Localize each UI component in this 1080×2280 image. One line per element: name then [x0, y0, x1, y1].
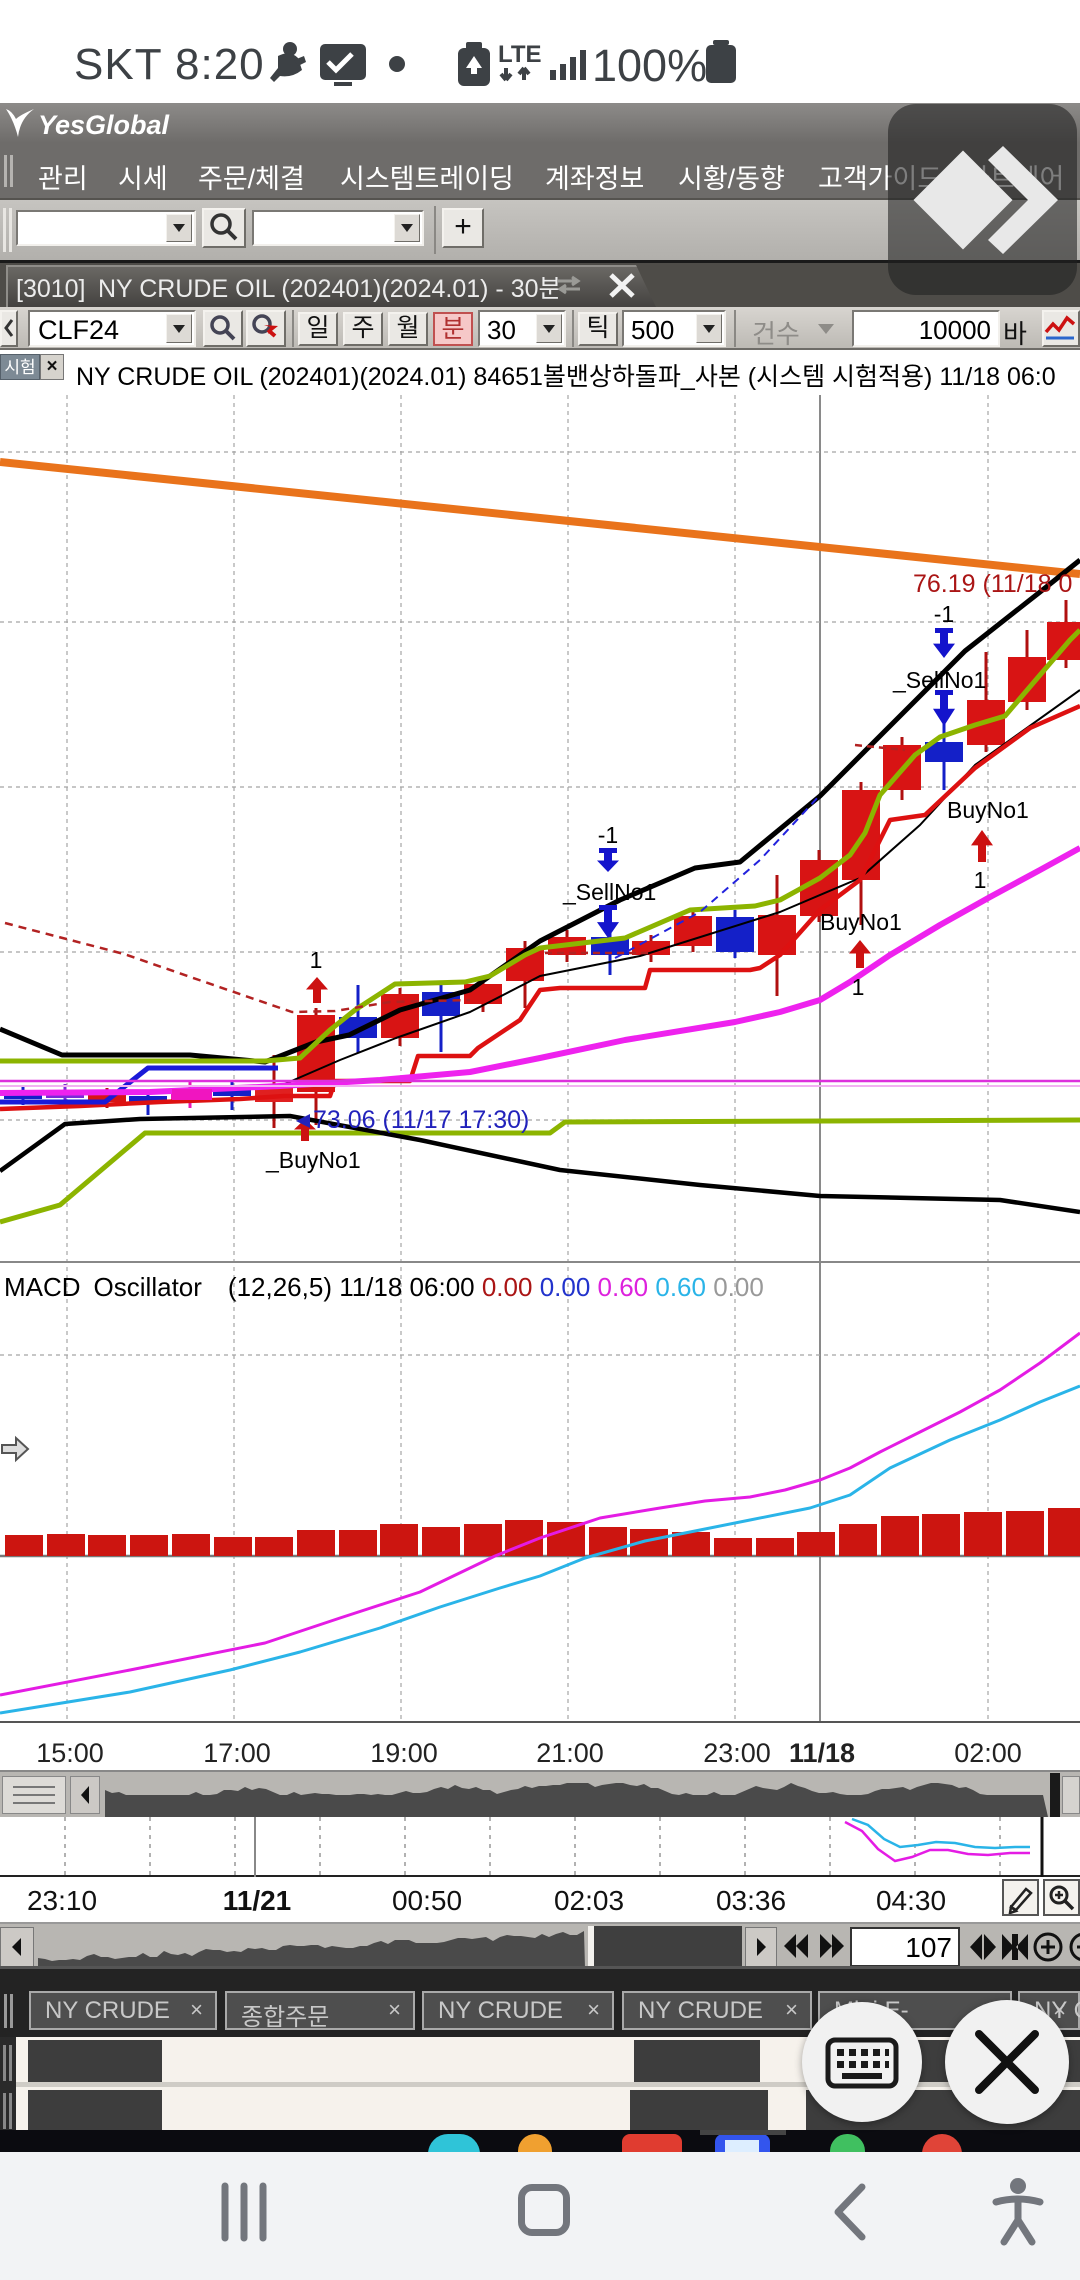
svg-text:19:00: 19:00 [370, 1738, 438, 1768]
svg-text:1: 1 [974, 867, 987, 893]
svg-text:11/18: 11/18 [789, 1738, 855, 1768]
svg-text:BuyNo1: BuyNo1 [947, 797, 1029, 823]
svg-text:-1: -1 [598, 822, 618, 848]
svg-text:LTE: LTE [498, 41, 542, 68]
svg-text:17:00: 17:00 [203, 1738, 271, 1768]
svg-text:MACD Oscillator (12,26,5) 11/: MACD Oscillator (12,26,5) 11/18 06:00 0.… [4, 1272, 764, 1302]
svg-text:-1: -1 [934, 601, 954, 627]
svg-text:_SellNo1: _SellNo1 [562, 879, 656, 905]
svg-text:1: 1 [852, 974, 865, 1000]
svg-text:15:00: 15:00 [36, 1738, 104, 1768]
svg-text:23:00: 23:00 [703, 1738, 771, 1768]
svg-text:1: 1 [310, 947, 323, 973]
svg-text:BuyNo1: BuyNo1 [820, 909, 902, 935]
svg-text:73.06 (11/17 17:30): 73.06 (11/17 17:30) [313, 1106, 529, 1134]
svg-text:21:00: 21:00 [536, 1738, 604, 1768]
svg-text:02:00: 02:00 [954, 1738, 1022, 1768]
svg-text:_BuyNo1: _BuyNo1 [265, 1147, 361, 1173]
svg-text:76.19 (11/18 0: 76.19 (11/18 0 [913, 570, 1072, 598]
svg-text:_SellNo1: _SellNo1 [892, 667, 986, 693]
